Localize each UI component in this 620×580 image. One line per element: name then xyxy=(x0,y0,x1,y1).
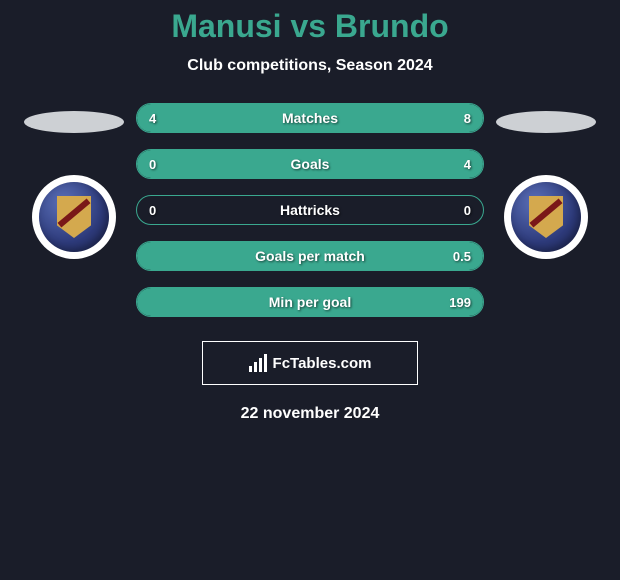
bar-chart-icon xyxy=(249,354,267,372)
stat-row: Goals per match 0.5 xyxy=(136,241,484,271)
shield-icon xyxy=(57,196,91,238)
brand-box: FcTables.com xyxy=(202,341,418,385)
left-team-col xyxy=(24,103,124,259)
stat-row: 4 Matches 8 xyxy=(136,103,484,133)
left-player-placeholder xyxy=(24,111,124,133)
shield-stripe xyxy=(530,198,563,227)
page-subtitle: Club competitions, Season 2024 xyxy=(0,57,620,75)
badge-inner xyxy=(511,182,581,252)
stat-row: 0 Hattricks 0 xyxy=(136,195,484,225)
stat-value-right: 0.5 xyxy=(453,249,471,264)
stat-value-left: 0 xyxy=(149,157,156,172)
stat-value-right: 0 xyxy=(464,203,471,218)
stat-label: Hattricks xyxy=(280,202,340,218)
stat-row: 0 Goals 4 xyxy=(136,149,484,179)
badge-inner xyxy=(39,182,109,252)
shield-icon xyxy=(529,196,563,238)
stat-value-right: 199 xyxy=(449,295,471,310)
comparison-area: 4 Matches 8 0 Goals 4 0 Hattricks 0 Goals per mat… xyxy=(0,103,620,333)
stat-label: Min per goal xyxy=(269,294,351,310)
stat-label: Goals xyxy=(291,156,330,172)
right-player-placeholder xyxy=(496,111,596,133)
stat-row: Min per goal 199 xyxy=(136,287,484,317)
stat-label: Goals per match xyxy=(255,248,365,264)
stat-value-left: 4 xyxy=(149,111,156,126)
page-title: Manusi vs Brundo xyxy=(0,8,620,45)
stats-column: 4 Matches 8 0 Goals 4 0 Hattricks 0 Goals per mat… xyxy=(136,103,484,333)
stat-value-right: 8 xyxy=(464,111,471,126)
brand-text: FcTables.com xyxy=(273,355,372,372)
stat-value-left: 0 xyxy=(149,203,156,218)
shield-stripe xyxy=(58,198,91,227)
left-team-badge xyxy=(32,175,116,259)
date-text: 22 november 2024 xyxy=(0,405,620,423)
stat-label: Matches xyxy=(282,110,338,126)
stat-value-right: 4 xyxy=(464,157,471,172)
right-team-badge xyxy=(504,175,588,259)
right-team-col xyxy=(496,103,596,259)
